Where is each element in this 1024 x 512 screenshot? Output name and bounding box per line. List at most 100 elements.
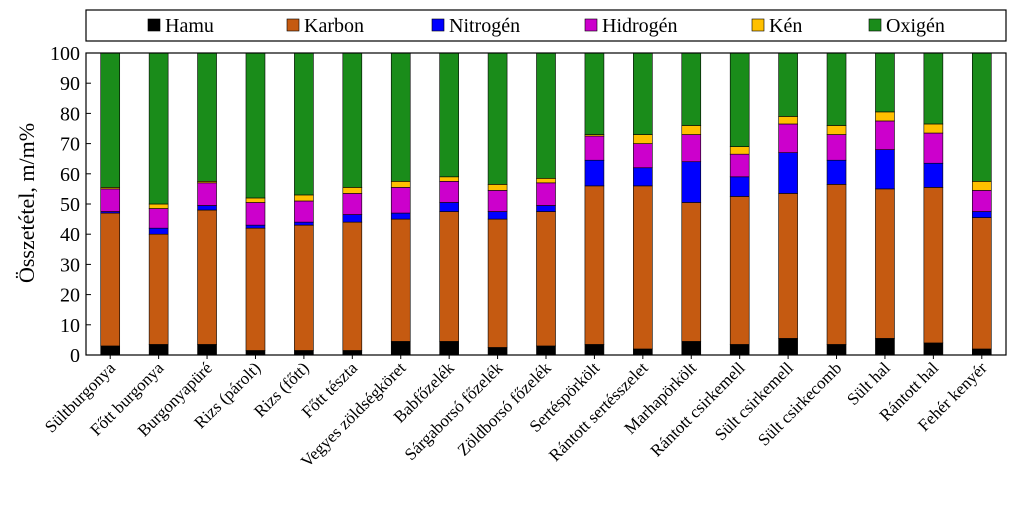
bar-segment-hamu-4 [294,350,314,356]
bar-segment-hidrogén-10 [584,135,605,161]
bar-segment-oxigén-17 [923,52,944,125]
bar-segment-karbon-2 [197,209,217,345]
bar-segment-nitrogén-4 [294,221,314,226]
bar-segment-karbon-6 [390,218,411,342]
bar-segment-hamu-17 [923,342,944,356]
bar-segment-hamu-0 [100,345,121,356]
bar-segment-oxigén-3 [245,52,266,199]
bar-segment-nitrogén-17 [923,162,944,188]
bar-segment-hamu-18 [971,348,992,356]
bar-segment-kén-12 [681,125,702,135]
bar-segment-hidrogén-12 [681,134,702,163]
bar-segment-kén-6 [390,181,411,188]
legend-swatch-hamu [147,18,161,32]
y-tick-label: 0 [70,345,80,367]
bar-segment-nitrogén-1 [148,227,169,235]
bar-segment-karbon-11 [633,185,653,350]
bar-segment-oxigén-15 [826,52,847,126]
legend-swatch-hidrogén [584,18,598,32]
bar-segment-kén-17 [923,123,944,134]
bar-segment-karbon-5 [342,221,363,351]
bar-segment-kén-18 [971,181,992,191]
bar-segment-kén-7 [439,176,459,182]
bar-segment-hamu-5 [342,350,363,356]
bar-segment-hidrogén-2 [197,182,217,206]
bar-segment-nitrogén-2 [197,205,217,211]
legend-swatch-kén [751,18,765,32]
bar-segment-hidrogén-8 [487,190,508,212]
bar-segment-hidrogén-3 [245,202,266,226]
bar-segment-oxigén-4 [294,52,314,196]
bar-segment-karbon-15 [826,184,847,345]
bar-segment-kén-13 [729,146,750,155]
bar-segment-hamu-8 [487,347,508,356]
bar-segment-nitrogén-18 [971,211,992,218]
bar-segment-karbon-13 [729,196,750,345]
legend-box [85,9,1007,42]
bar-segment-kén-9 [536,178,556,184]
bar-segment-hidrogén-16 [875,120,895,150]
bar-segment-kén-5 [342,187,363,194]
bar-segment-kén-4 [294,194,314,202]
bar-segment-kén-3 [245,197,266,203]
bar-segment-kén-8 [487,184,508,191]
bar-segment-nitrogén-6 [390,212,411,220]
bar-segment-hamu-13 [729,344,750,356]
bar-segment-hidrogén-18 [971,190,992,212]
legend-swatch-oxigén [868,18,882,32]
legend-label-karbon: Karbon [304,15,364,37]
bar-segment-oxigén-16 [875,52,895,113]
y-axis: 0 10 20 30 40 50 60 70 80 90 100 [50,43,91,367]
y-tick-label: 10 [60,315,80,337]
bar-segment-karbon-3 [245,227,266,351]
bar-segment-hamu-11 [633,348,653,356]
bar-segment-hidrogén-6 [390,187,411,214]
bar-segment-hidrogén-4 [294,200,314,223]
bar-segment-karbon-18 [971,217,992,350]
bar-segment-nitrogén-9 [536,205,556,212]
x-category-label: Sült csirkecomb [754,358,845,449]
bar-segment-hamu-1 [148,344,169,356]
bar-segment-karbon-14 [778,193,798,339]
bar-segment-nitrogén-15 [826,159,847,185]
bar-segment-nitrogén-7 [439,202,459,212]
bar-segment-nitrogén-10 [584,159,605,187]
plot-area [85,52,1007,356]
bar-segment-hidrogén-15 [826,134,847,161]
bar-segment-oxigén-7 [439,52,459,178]
bar-segment-hamu-2 [197,344,217,356]
bar-segment-hamu-7 [439,341,459,356]
bar-segment-oxigén-18 [971,52,992,182]
bar-segment-hidrogén-7 [439,181,459,203]
bar-segment-hamu-15 [826,344,847,356]
bar-segment-karbon-8 [487,218,508,348]
bar-segment-hidrogén-11 [633,143,653,169]
y-tick-label: 30 [60,254,80,276]
y-tick-label: 90 [60,73,80,95]
bar-segment-nitrogén-8 [487,211,508,220]
bar-segment-hidrogén-13 [729,153,750,178]
bar-segment-oxigén-12 [681,52,702,126]
bar-segment-hidrogén-17 [923,132,944,164]
legend: Hamu Karbon Nitrogén Hidrogén Kén Oxigén [85,9,1007,42]
bar-segment-karbon-0 [100,212,121,347]
y-tick-label: 50 [60,194,80,216]
y-tick-label: 80 [60,103,80,125]
bar-segment-nitrogén-3 [245,224,266,229]
bar-segment-karbon-16 [875,188,895,339]
bar-segment-hamu-10 [584,344,605,356]
bar-segment-kén-16 [875,111,895,122]
bar-segment-nitrogén-11 [633,167,653,187]
bar-segment-hidrogén-5 [342,193,363,215]
bar-segment-kén-1 [148,203,169,209]
bar-segment-oxigén-8 [487,52,508,185]
bar-segment-nitrogén-16 [875,149,895,190]
bar-segment-oxigén-5 [342,52,363,188]
bar-segment-nitrogén-5 [342,214,363,223]
bar-segment-nitrogén-13 [729,176,750,197]
bar-segment-oxigén-6 [390,52,411,182]
bar-segment-oxigén-14 [778,52,798,117]
bar-segment-karbon-7 [439,211,459,342]
